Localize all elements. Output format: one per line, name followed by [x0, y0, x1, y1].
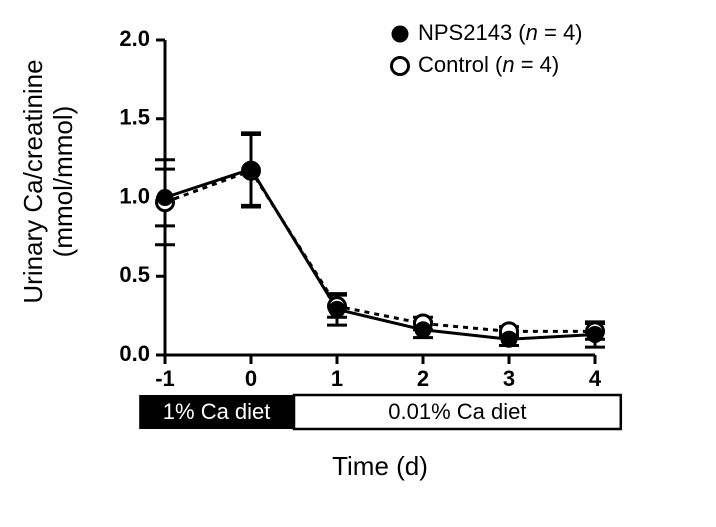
y-tick-label: 2.0: [119, 26, 150, 51]
data-point-filled: [243, 161, 260, 178]
x-tick-label: 2: [417, 366, 429, 391]
data-point-filled: [415, 321, 432, 338]
legend-label: NPS2143 (n = 4): [418, 20, 583, 45]
data-point-filled: [501, 331, 518, 348]
x-tick-label: 4: [589, 366, 602, 391]
diet-bar-label: 1% Ca diet: [163, 399, 271, 424]
diet-bar-label: 0.01% Ca diet: [388, 399, 526, 424]
y-tick-label: 0.0: [119, 341, 150, 366]
y-axis-label-2: (mmol/mmol): [48, 106, 78, 258]
x-tick-label: 3: [503, 366, 515, 391]
chart-container: 0.0 0.5 1.0 1.5 2.0 -1 0 1 2 3 4 Urinary Ca/creatin…: [0, 0, 716, 527]
data-point-filled: [392, 26, 409, 43]
x-axis-label: Time (d): [332, 451, 428, 481]
y-tick-label: 1.5: [119, 105, 150, 130]
y-tick-label: 0.5: [119, 262, 150, 287]
x-tick-label: 1: [331, 366, 343, 391]
x-tick-label: -1: [155, 366, 175, 391]
data-point-filled: [329, 301, 346, 318]
data-point-open: [392, 58, 409, 75]
data-point-filled: [157, 189, 174, 206]
data-point-filled: [587, 326, 604, 343]
y-tick-label: 1.0: [119, 183, 150, 208]
line-chart: 0.0 0.5 1.0 1.5 2.0 -1 0 1 2 3 4 Urinary Ca/creatin…: [0, 0, 716, 527]
legend-label: Control (n = 4): [418, 52, 559, 77]
x-tick-label: 0: [245, 366, 257, 391]
y-axis-label: Urinary Ca/creatinine: [18, 59, 48, 303]
